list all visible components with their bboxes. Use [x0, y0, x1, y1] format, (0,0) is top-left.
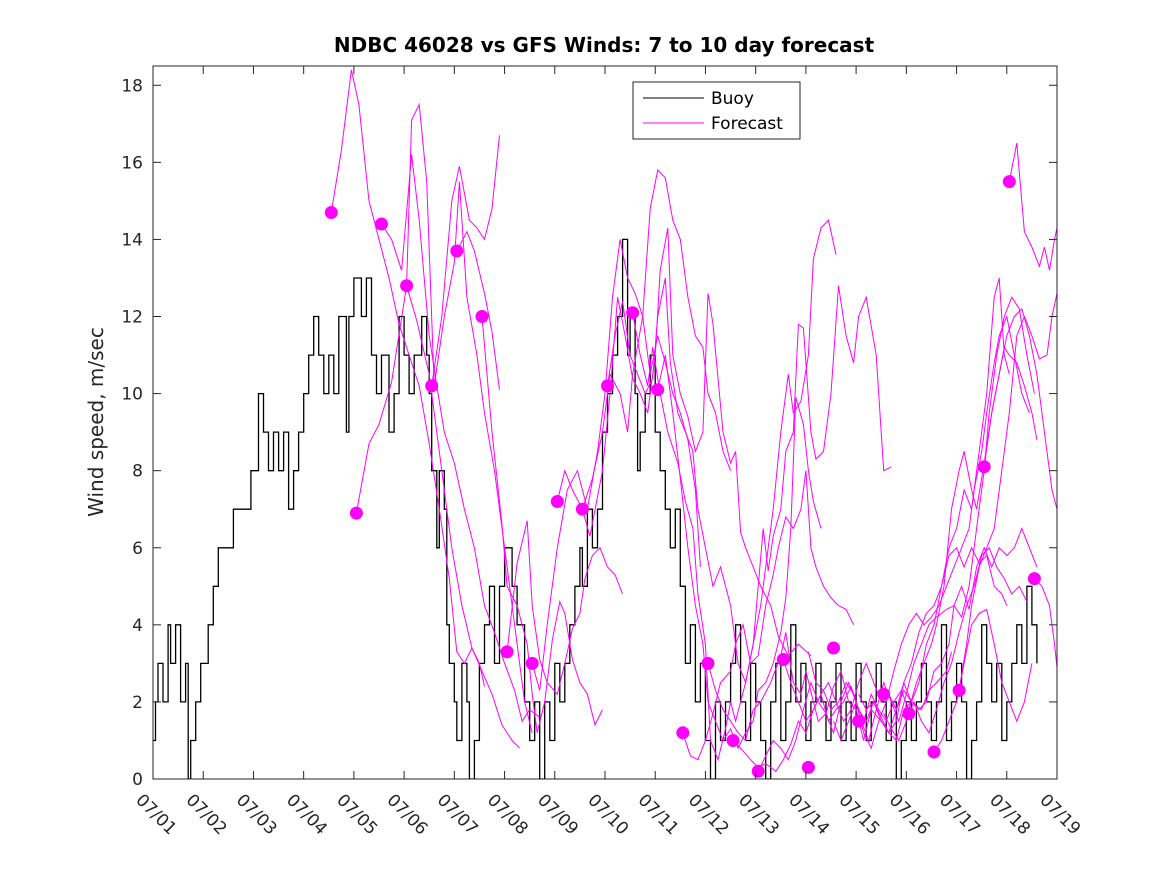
forecast-start-point-8: [500, 645, 514, 659]
forecast-start-point-19: [776, 653, 790, 666]
forecast-start-point-20: [801, 760, 815, 774]
legend-buoy-label: Buoy: [711, 89, 754, 109]
legend: Buoy Forecast: [632, 81, 801, 140]
forecast-start-point-13: [626, 306, 640, 320]
forecast-start-point-29: [1027, 572, 1041, 586]
forecast-start-point-15: [676, 726, 690, 740]
forecast-start-point-21: [827, 641, 840, 655]
forecast-run-line-28: [1034, 578, 1057, 668]
forecast-run-line-13: [632, 219, 837, 762]
forecast-start-point-18: [751, 764, 765, 778]
forecast-run-line-20: [807, 296, 1035, 743]
chart-title: NDBC 46028 vs GFS Winds: 7 to 10 day for…: [334, 33, 875, 57]
forecast-start-point-10: [550, 495, 564, 508]
legend-forecast-label: Forecast: [711, 114, 783, 134]
forecast-start-point-23: [877, 687, 891, 701]
forecast-start-point-22: [852, 714, 866, 728]
plot-area: [153, 69, 1057, 779]
forecast-run-line-15: [682, 470, 855, 761]
forecast-start-point-27: [977, 460, 991, 474]
forecast-run-line-1: [330, 69, 485, 687]
y-tick-label: 14: [121, 230, 143, 250]
buoy-series-line: [153, 238, 1038, 779]
forecast-start-point-2: [349, 506, 363, 520]
forecast-start-point-26: [952, 683, 966, 697]
forecast-run-line-11: [581, 227, 812, 657]
y-tick-label: 16: [121, 153, 143, 173]
forecast-run-line-10: [556, 169, 732, 511]
forecast-run-line-8: [506, 520, 624, 696]
forecast-start-point-5: [425, 379, 439, 393]
forecast-run-line-21: [833, 314, 1030, 750]
forecast-run-line-14: [657, 354, 822, 750]
forecast-start-point-28: [1002, 175, 1016, 189]
y-tick-label: 0: [132, 770, 143, 790]
forecast-run-line-26: [983, 307, 1057, 510]
y-tick-label: 2: [132, 693, 143, 713]
forecast-run-line-2: [355, 285, 520, 749]
forecast-run-line-7: [481, 316, 603, 733]
forecast-run-line-12: [607, 277, 892, 685]
y-tick-label: 10: [121, 385, 143, 405]
forecast-start-point-3: [375, 217, 388, 231]
forecast-run-line-25: [958, 293, 1057, 691]
forecast-start-point-25: [927, 745, 941, 759]
forecast-start-point-16: [701, 656, 715, 670]
forecast-start-point-9: [525, 656, 539, 670]
legend-box: [632, 81, 801, 140]
y-axis-label: Wind speed, m/sec: [84, 327, 108, 517]
y-tick-label: 8: [132, 462, 143, 482]
forecast-run-line-27: [1008, 143, 1057, 271]
y-tick-label: 12: [121, 308, 143, 328]
forecast-start-point-12: [601, 379, 614, 393]
forecast-start-point-7: [475, 310, 489, 323]
forecast-start-point-11: [575, 502, 589, 516]
y-axis: 0 2 4 6 8 10 12 14 16 18: [121, 76, 1057, 790]
y-tick-label: 6: [132, 539, 143, 559]
forecast-start-point-6: [450, 244, 464, 258]
forecast-start-point-17: [726, 734, 740, 747]
y-tick-label: 18: [121, 76, 143, 96]
forecast-start-point-14: [651, 383, 665, 397]
forecast-start-point-1: [324, 206, 338, 219]
forecast-start-point-4: [400, 279, 414, 293]
y-tick-label: 4: [132, 616, 143, 636]
forecast-run-line-6: [456, 230, 500, 390]
forecast-run-line-5: [431, 135, 500, 386]
forecast-start-point-24: [902, 707, 916, 720]
forecast-run-line-22: [858, 277, 1010, 734]
forecast-run-line-24: [933, 608, 1033, 753]
